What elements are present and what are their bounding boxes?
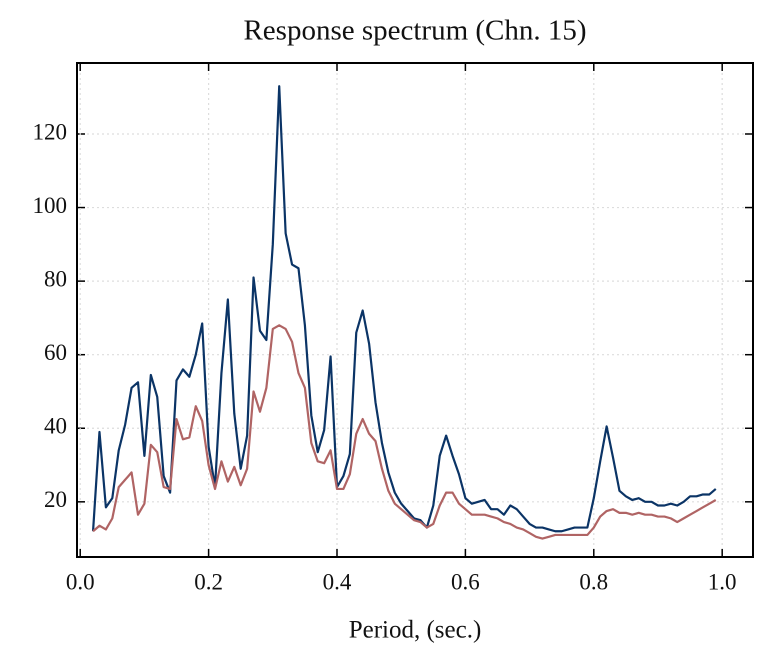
y-tick-label: 40 xyxy=(44,414,67,439)
y-tick-label: 60 xyxy=(44,340,67,365)
chart-title: Response spectrum (Chn. 15) xyxy=(243,15,586,47)
x-axis-label: Period, (sec.) xyxy=(349,617,482,644)
x-tick-label: 0.4 xyxy=(323,569,352,594)
y-tick-label: 80 xyxy=(44,266,67,291)
plot-frame xyxy=(76,62,754,558)
y-tick-label: 120 xyxy=(33,119,68,144)
series-line xyxy=(92,324,717,540)
x-tick-label: 0.6 xyxy=(451,569,480,594)
y-tick-label: 100 xyxy=(33,193,68,218)
x-tick-label: 0.2 xyxy=(194,569,223,594)
x-tick-label: 0.8 xyxy=(579,569,608,594)
y-tick-label: 20 xyxy=(44,487,67,512)
series-line xyxy=(91,85,717,533)
x-tick-label: 0.0 xyxy=(66,569,95,594)
x-tick-label: 1.0 xyxy=(708,569,737,594)
